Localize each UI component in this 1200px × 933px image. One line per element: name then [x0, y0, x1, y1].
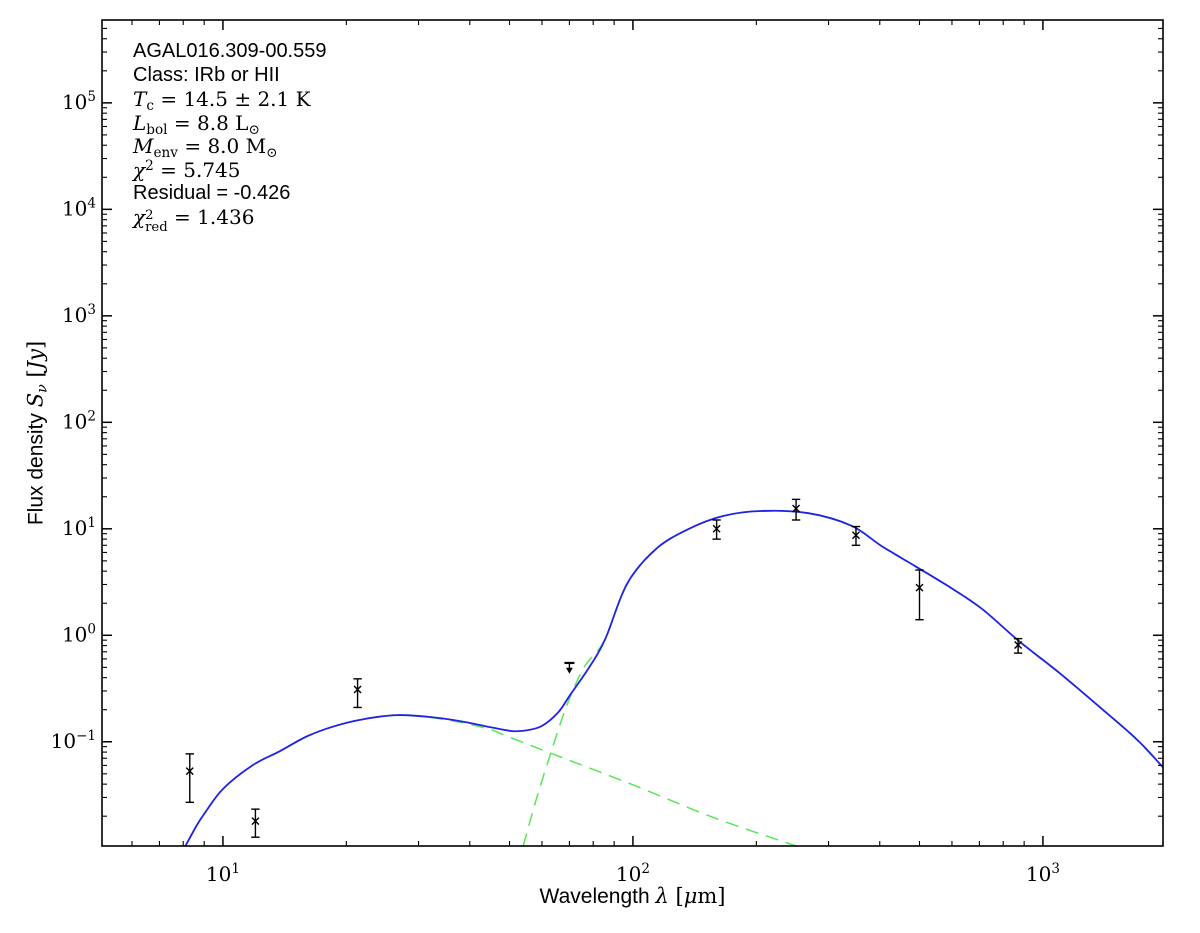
chi-squared: χ2 = 5.745: [133, 157, 241, 182]
x-tick-label: 103: [1026, 861, 1060, 886]
hot-component-curve: [184, 714, 797, 847]
y-tick-label: 102: [62, 408, 96, 433]
y-tick-label: 105: [62, 89, 96, 114]
source-class: Class: IRb or HII: [133, 63, 280, 86]
data-point: [1013, 637, 1023, 654]
data-point: [353, 678, 362, 709]
data-point: [251, 808, 260, 838]
chi-squared-reduced: χ 2 red = 1.436: [133, 205, 255, 236]
x-tick-label: 102: [616, 861, 650, 886]
data-point: [851, 525, 861, 546]
model-curves: [184, 509, 1164, 847]
y-axis-label: Flux density Sν [Jy]: [23, 340, 51, 526]
x-marker: [915, 583, 924, 592]
data-point: [185, 753, 194, 804]
upper-limit-point: [564, 661, 575, 674]
photometry-points: [185, 498, 1023, 838]
x-marker: [353, 685, 362, 694]
envelope-mass: Menv = 8.0 M⊙: [133, 134, 278, 162]
fit-parameters-annotation: AGAL016.309-00.559 Class: IRb or HII Tc …: [133, 40, 327, 236]
down-arrow-icon: [566, 667, 573, 674]
axis-ticks: [102, 20, 1163, 846]
y-tick-label: 104: [62, 195, 96, 220]
data-point: [915, 569, 924, 621]
x-marker: [185, 767, 194, 776]
data-point: [791, 498, 801, 521]
x-tick-label: 101: [206, 861, 240, 886]
x-axis-label: Wavelength λ [μm]: [539, 884, 726, 908]
tick-labels: 101 102 103 10−1 100 101 102 103 104 105: [51, 89, 1060, 886]
x-marker: [712, 524, 721, 533]
data-point: [712, 519, 721, 540]
x-marker: [792, 504, 801, 513]
source-name: AGAL016.309-00.559: [133, 40, 327, 62]
dust-temperature: Tc = 14.5 ± 2.1 K: [133, 87, 311, 115]
y-tick-label: 103: [62, 302, 96, 327]
x-marker: [1014, 641, 1023, 650]
two-component-model-total-curve: [184, 509, 1164, 847]
bolometric-luminosity: Lbol = 8.8 L⊙: [133, 110, 260, 138]
y-tick-label: 100: [62, 621, 96, 646]
y-tick-label: 10−1: [51, 728, 96, 753]
x-marker: [851, 531, 860, 540]
residual: Residual = -0.426: [133, 181, 291, 204]
x-marker: [251, 817, 260, 826]
y-tick-label: 101: [62, 515, 96, 540]
